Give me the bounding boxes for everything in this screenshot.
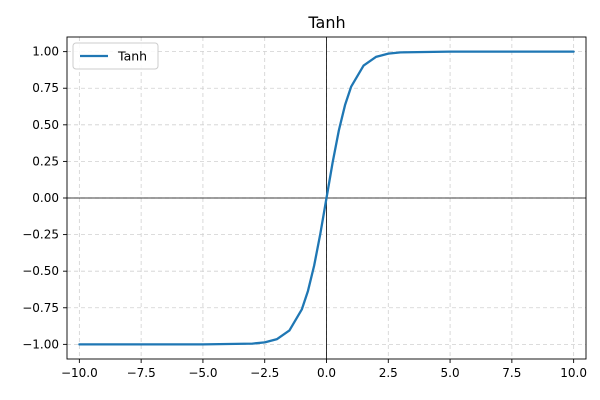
x-tick-label: −5.0: [188, 366, 217, 380]
y-tick-label: 0.00: [32, 191, 59, 205]
legend: Tanh: [72, 42, 159, 70]
x-tick-label: 0.0: [317, 366, 336, 380]
x-tick-label: 7.5: [502, 366, 521, 380]
y-tick-label: 0.50: [32, 118, 59, 132]
series-line-tanh: [78, 50, 575, 346]
y-tick-label: 0.75: [32, 81, 59, 95]
y-tick-label: −0.50: [22, 264, 59, 278]
x-tick-label: −10.0: [61, 366, 98, 380]
y-tick-label: 1.00: [32, 45, 59, 59]
x-tick-label: 10.0: [560, 366, 587, 380]
x-tick-label: −2.5: [250, 366, 279, 380]
y-tick-label: −1.00: [22, 337, 59, 351]
y-tick-label: −0.75: [22, 301, 59, 315]
legend-box: [72, 42, 159, 70]
chart-title: Tanh: [307, 13, 345, 32]
y-tick-label: −0.25: [22, 228, 59, 242]
series-layer: [78, 50, 575, 346]
y-tick-label: 0.25: [32, 154, 59, 168]
legend-label: Tanh: [117, 49, 147, 64]
y-axis: −1.00 −0.75 −0.50 −0.25 0.00 0.25 0.50 0.75 1.00: [22, 45, 67, 351]
x-tick-label: 2.5: [379, 366, 398, 380]
x-tick-label: −7.5: [127, 366, 156, 380]
x-axis: −10.0 −7.5 −5.0 −2.5 0.0 2.5 5.0 7.5 10.0: [61, 359, 587, 380]
x-tick-label: 5.0: [441, 366, 460, 380]
